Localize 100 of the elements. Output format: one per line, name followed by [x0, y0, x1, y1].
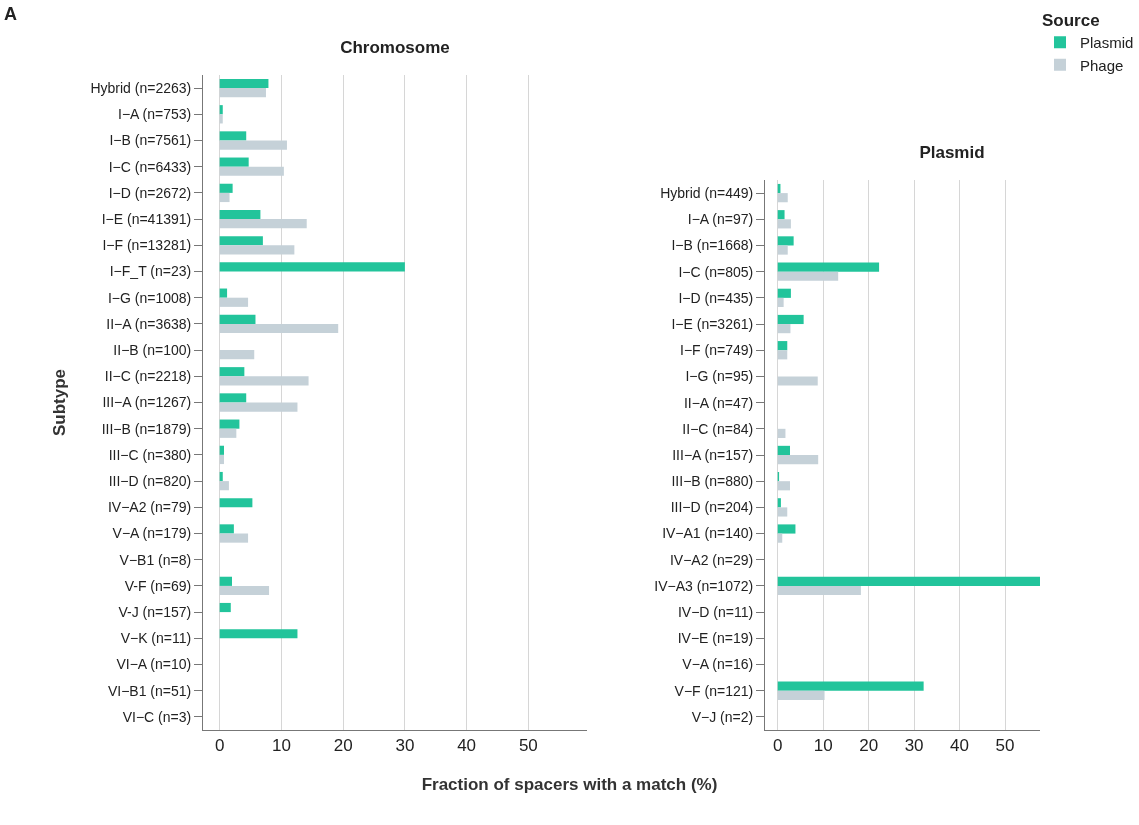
bar	[219, 471, 223, 482]
y-tick-label: III−B (n=880)	[671, 473, 754, 490]
y-tick-label: V−A (n=179)	[112, 525, 192, 542]
bar	[219, 219, 307, 229]
y-tick-label: I−F (n=749)	[680, 342, 754, 359]
bar	[777, 193, 788, 203]
bar	[219, 376, 309, 386]
y-tick-label: I−G (n=95)	[685, 368, 754, 385]
bar	[777, 455, 819, 465]
y-tick-label: V−J (n=2)	[691, 708, 754, 725]
bar	[219, 245, 295, 255]
bar	[219, 454, 224, 465]
bar	[777, 524, 796, 534]
y-tick-label: I−A (n=97)	[687, 211, 754, 228]
chart-title: Plasmid	[919, 143, 985, 162]
x-tick-label: 20	[333, 736, 353, 756]
bar	[777, 297, 784, 308]
bar	[219, 297, 249, 307]
bar	[219, 428, 237, 438]
y-tick-label: I−E (n=3261)	[671, 315, 754, 332]
bar	[777, 245, 788, 255]
y-tick-label: V-J (n=157)	[118, 604, 192, 620]
bar	[219, 192, 230, 203]
bar	[777, 324, 791, 334]
bar	[219, 533, 249, 543]
bar	[219, 576, 233, 586]
bar	[219, 393, 247, 403]
y-tick-label: IV−E (n=19)	[677, 630, 754, 647]
bar	[777, 236, 794, 246]
x-axis-title: Fraction of spacers with a match (%)	[420, 775, 719, 795]
bar	[219, 602, 231, 613]
y-tick-label: I−A (n=753)	[118, 106, 192, 123]
x-tick-label: 0	[773, 736, 783, 756]
bar	[777, 690, 825, 700]
y-tick-label: IV−A2 (n=79)	[107, 499, 192, 516]
y-tick-label: VI−C (n=3)	[122, 708, 192, 725]
y-tick-label: Hybrid (n=449)	[660, 185, 754, 201]
y-tick-label: I−D (n=2672)	[108, 184, 192, 201]
y-tick-label: IV−A1 (n=140)	[662, 525, 754, 542]
bar	[777, 498, 781, 508]
x-tick-label: 50	[518, 736, 538, 756]
legend-label: Phage	[1080, 56, 1124, 74]
bar	[219, 585, 270, 596]
y-tick-label: III−B (n=1879)	[101, 420, 192, 437]
x-tick-label: 10	[813, 736, 833, 756]
legend-label: Plasmid	[1080, 34, 1134, 52]
bar	[219, 114, 223, 124]
y-tick-label: III−D (n=204)	[670, 499, 754, 516]
bar	[219, 166, 284, 176]
y-tick-label: IV−A2 (n=29)	[669, 551, 754, 568]
x-tick-label: 10	[271, 736, 291, 756]
x-tick-label: 30	[904, 736, 924, 756]
y-tick-label: I−F_T (n=23)	[109, 263, 192, 280]
bar	[219, 445, 224, 455]
bar	[219, 367, 245, 377]
y-tick-label: III−A (n=157)	[672, 446, 754, 463]
bar	[219, 183, 233, 193]
y-tick-label: I−E (n=41391)	[101, 211, 192, 227]
y-tick-label: II−A (n=3638)	[106, 315, 192, 332]
bar	[777, 585, 861, 596]
x-tick-label: 20	[859, 736, 879, 756]
x-tick-label: 40	[457, 736, 477, 756]
y-tick-label: I−B (n=7561)	[109, 132, 192, 149]
bar	[219, 323, 339, 334]
bar	[219, 629, 298, 639]
y-axis-title: Subtype	[49, 368, 69, 437]
y-tick-label: V-F (n=69)	[124, 577, 192, 594]
bar	[777, 314, 804, 325]
y-tick-label: Hybrid (n=2263)	[90, 80, 192, 96]
y-tick-label: III−C (n=380)	[108, 446, 192, 463]
y-tick-label: IV−D (n=11)	[677, 604, 754, 621]
bar	[777, 262, 880, 272]
y-tick-label: V−K (n=11)	[120, 630, 192, 647]
bar	[219, 262, 405, 272]
y-tick-label: III−A (n=1267)	[102, 394, 192, 411]
y-tick-label: I−C (n=6433)	[108, 158, 192, 175]
y-tick-label: I−F (n=13281)	[102, 237, 192, 254]
y-tick-label: II−C (n=2218)	[104, 368, 192, 385]
bar	[219, 350, 255, 360]
y-tick-label: I−B (n=1668)	[671, 237, 754, 254]
bar	[777, 210, 785, 220]
x-tick-label: 50	[995, 736, 1015, 756]
y-tick-label: V−A (n=16)	[682, 656, 754, 673]
y-tick-label: II−A (n=47)	[683, 394, 754, 411]
bar	[777, 681, 924, 691]
bar	[777, 507, 788, 517]
y-tick-label: I−G (n=1008)	[107, 289, 192, 306]
bar	[219, 498, 253, 508]
bar	[219, 209, 261, 220]
bar	[777, 271, 839, 281]
bar	[219, 288, 228, 298]
bar	[219, 78, 269, 89]
y-tick-label: V−B1 (n=8)	[119, 551, 192, 568]
y-tick-label: VI−B1 (n=51)	[107, 682, 192, 699]
bar	[777, 219, 791, 229]
bar	[219, 419, 240, 429]
text: A	[4, 4, 17, 24]
chart-title: Chromosome	[340, 38, 450, 57]
bar	[777, 445, 790, 455]
x-tick-label: 30	[395, 736, 415, 756]
